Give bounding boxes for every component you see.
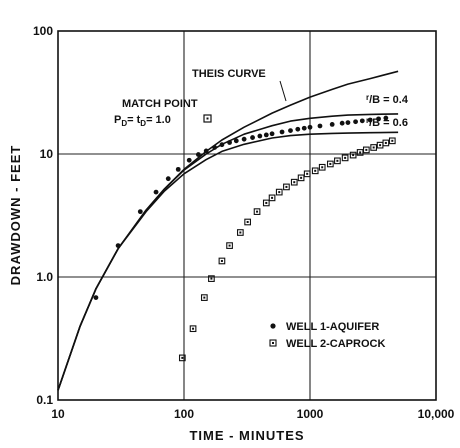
rb-04-label: r/B = 0.4: [366, 93, 409, 106]
y-tick-label: 10: [40, 147, 54, 161]
match-point-marker: [203, 114, 212, 123]
well-2-point: [297, 174, 305, 182]
y-tick-label: 0.1: [36, 393, 53, 407]
x-tick-label: 1000: [297, 407, 324, 421]
well-1-point: [241, 136, 247, 142]
well-2-point: [290, 178, 298, 186]
theis-curve-label: THEIS CURVE: [192, 68, 266, 80]
rb-04-r: r: [366, 93, 369, 102]
rb-06-label: r/B = 0.6: [366, 116, 408, 129]
well-1-point: [353, 119, 358, 125]
well-2-point: [382, 139, 390, 147]
well-2-point: [318, 163, 326, 171]
well-1-point: [307, 124, 313, 130]
well-2-point: [303, 170, 311, 178]
well-1-point: [195, 152, 201, 157]
rb-06-b: /B = 0.6: [369, 117, 408, 129]
well-1-point: [329, 122, 335, 127]
tick-labels: 10 100 1000 10,000 0.1 1.0 10 100: [33, 24, 455, 421]
well-1-point: [317, 123, 323, 129]
rb-06-r: r: [366, 116, 369, 125]
well-2-point: [253, 208, 261, 215]
rb-04-b: /B = 0.4: [369, 94, 409, 106]
well-2-point: [268, 194, 276, 202]
well-2-point: [388, 137, 396, 145]
well-1-point: [203, 148, 209, 154]
well-2-point: [200, 294, 208, 301]
well-1-point: [186, 157, 192, 163]
well-1-point: [383, 115, 389, 121]
x-tick-label: 100: [174, 407, 194, 421]
curve-rb06: [57, 131, 399, 391]
theis-curve-pointer: [279, 80, 287, 102]
well-2-point: [334, 157, 341, 165]
well-1-point: [219, 142, 225, 148]
x-tick-label: 10: [51, 407, 65, 421]
well-1-point: [165, 176, 171, 182]
legend-label-well-2: WELL 2-CAPROCK: [286, 338, 385, 350]
x-tick-label: 10,000: [418, 407, 455, 421]
well-1-point: [269, 131, 275, 137]
match-point-equation: PD= tD= 1.0: [114, 114, 171, 128]
well-1-point: [115, 243, 121, 249]
well-2-point: [311, 167, 319, 175]
well-2-point: [189, 325, 197, 333]
well-1-point: [137, 209, 143, 215]
well-2-point: [362, 146, 370, 154]
well-2-point: [262, 199, 270, 207]
x-axis-title: TIME - MINUTES: [189, 428, 304, 443]
data-points: [93, 115, 396, 362]
legend: WELL 1-AQUIFER WELL 2-CAPROCK: [269, 321, 385, 350]
well-1-point: [359, 118, 365, 124]
well-1-point: [250, 135, 255, 140]
well-1-point: [212, 145, 218, 150]
well-2-point: [341, 154, 349, 162]
well-1-point: [301, 125, 307, 131]
match-eq-sub1: D: [121, 119, 127, 128]
well-2-point: [244, 218, 251, 226]
well-1-point: [295, 126, 301, 132]
well-1-point: [263, 132, 269, 138]
well-2-point: [208, 275, 215, 282]
legend-marker-well-2: [269, 339, 277, 347]
y-tick-label: 1.0: [36, 270, 53, 284]
legend-marker-well-1: [270, 323, 276, 329]
well-2-point: [226, 242, 233, 249]
match-eq-end: = 1.0: [146, 114, 171, 126]
well-2-point: [376, 141, 384, 149]
well-1-point: [257, 133, 263, 139]
well-1-point: [376, 116, 381, 122]
well-1-point: [175, 166, 181, 172]
well-2-point: [370, 144, 377, 151]
well-2-point: [326, 160, 334, 168]
match-eq-sub2: D: [140, 119, 146, 128]
well-1-point: [93, 295, 99, 301]
grid-lines: [58, 31, 436, 400]
well-2-point: [349, 151, 357, 159]
well-2-point: [275, 188, 283, 196]
well-1-point: [279, 129, 285, 135]
y-tick-label: 100: [33, 24, 53, 38]
well-2-point: [218, 257, 226, 265]
legend-label-well-1: WELL 1-AQUIFER: [286, 321, 379, 333]
well-2-point: [283, 183, 290, 191]
well-2-point: [236, 229, 244, 236]
well-2-point: [356, 149, 364, 156]
well-1-point: [367, 117, 373, 123]
well-2-point: [178, 354, 186, 362]
well-1-point: [345, 120, 351, 126]
well-1-point: [233, 138, 239, 144]
match-eq-mid: = t: [127, 114, 140, 126]
plot-frame: [57, 30, 437, 401]
well-1-point: [339, 120, 345, 126]
well-1-point: [227, 140, 232, 145]
well-1-point: [153, 189, 159, 195]
y-axis-title: DRAWDOWN - FEET: [8, 145, 23, 286]
match-point-label: MATCH POINT: [122, 98, 198, 110]
match-eq-p: P: [114, 114, 121, 126]
well-1-point: [288, 128, 293, 133]
